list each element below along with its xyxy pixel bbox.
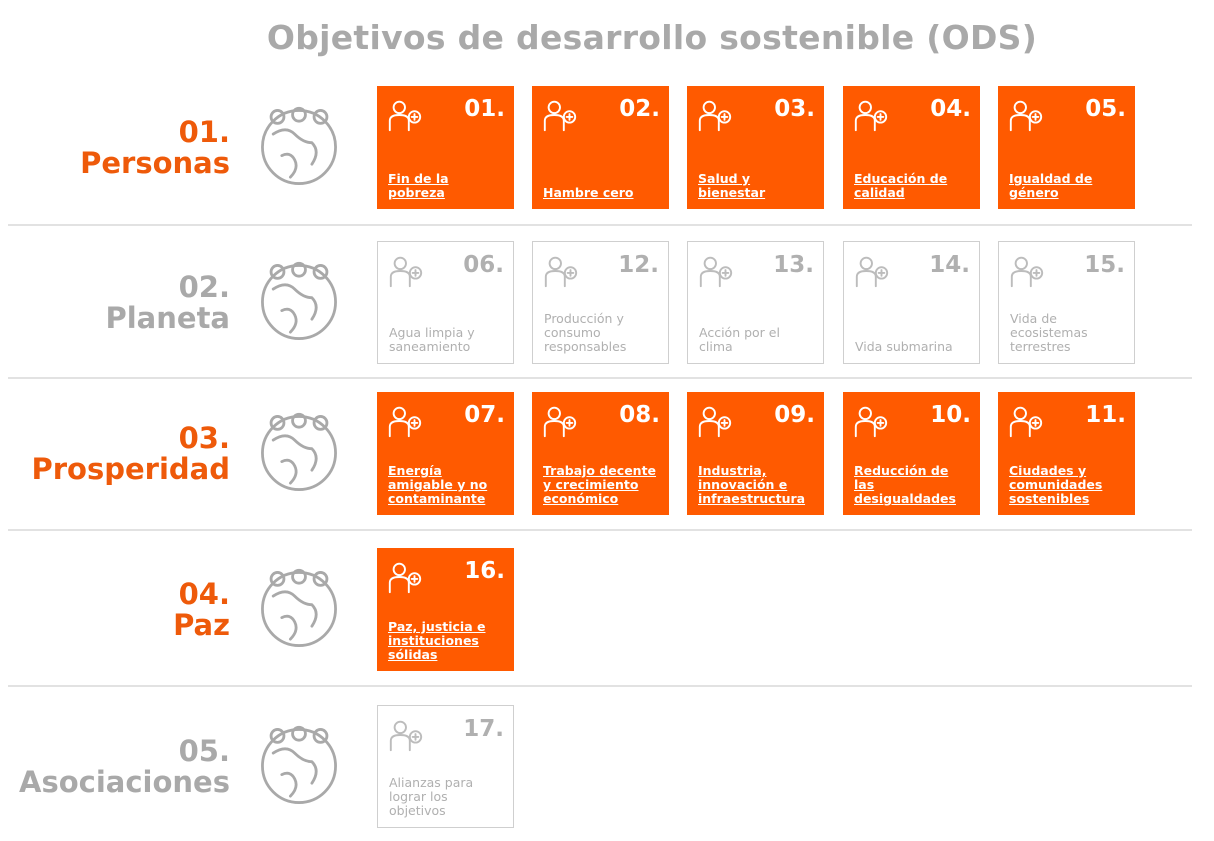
goal-number: 12. <box>618 252 659 278</box>
icon <box>1010 256 1044 288</box>
goal-number: 09. <box>774 402 815 428</box>
icon <box>261 725 337 804</box>
goal-number: 14. <box>929 252 970 278</box>
row-name: Personas <box>80 146 230 180</box>
icon <box>389 256 423 288</box>
goal-card[interactable]: 11. Ciudades y comunidades sostenibles <box>998 392 1135 515</box>
goal-card[interactable]: 15. Vida de ecosistemas terrestres <box>998 241 1135 364</box>
goal-label[interactable]: Salud y bienestar <box>698 171 766 200</box>
goal-number: 01. <box>464 96 505 122</box>
icon <box>389 720 423 752</box>
goal-label[interactable]: Vida de ecosistemas terrestres <box>1010 311 1088 354</box>
goal-label[interactable]: Hambre cero <box>543 185 634 200</box>
icon <box>261 568 337 647</box>
row-icon <box>256 566 342 652</box>
goal-number: 07. <box>464 402 505 428</box>
goal-card[interactable]: 05. Igualdad de género <box>998 86 1135 209</box>
goal-label[interactable]: Ciudades y comunidades sostenibles <box>1009 463 1103 506</box>
separator <box>8 529 1192 531</box>
icon <box>1009 100 1043 132</box>
icon <box>544 256 578 288</box>
goal-label[interactable]: Fin de la pobreza <box>388 171 449 200</box>
goal-label[interactable]: Educación de calidad <box>854 171 948 200</box>
goal-number: 04. <box>930 96 971 122</box>
icon <box>855 256 889 288</box>
goal-label[interactable]: Reducción de las desigualdades <box>854 463 956 506</box>
goal-card[interactable]: 08. Trabajo decente y crecimiento económi… <box>532 392 669 515</box>
icon <box>261 106 337 185</box>
row-name: Paz <box>173 608 230 642</box>
row-number: 04. <box>178 577 230 611</box>
goal-label[interactable]: Igualdad de género <box>1009 171 1093 200</box>
row-number: 03. <box>178 421 230 455</box>
row-number: 02. <box>178 270 230 304</box>
icon <box>543 406 577 438</box>
icon <box>388 562 422 594</box>
icon <box>854 406 888 438</box>
row-icon <box>256 723 342 809</box>
goal-card[interactable]: 06. Agua limpia y saneamiento <box>377 241 514 364</box>
goal-label[interactable]: Energía amigable y no contaminante <box>388 463 488 506</box>
goal-card[interactable]: 12. Producción y consumo responsables <box>532 241 669 364</box>
icon <box>388 100 422 132</box>
goal-card[interactable]: 04. Educación de calidad <box>843 86 980 209</box>
row-name: Planeta <box>105 301 230 335</box>
icon <box>854 100 888 132</box>
goal-card[interactable]: 17. Alianzas para lograr los objetivos <box>377 705 514 828</box>
page-title: Objetivos de desarrollo sostenible (ODS) <box>266 18 1038 57</box>
goal-label[interactable]: Agua limpia y saneamiento <box>389 325 475 354</box>
goal-number: 11. <box>1085 402 1126 428</box>
goal-label[interactable]: Producción y consumo responsables <box>544 311 627 354</box>
goal-card[interactable]: 02. Hambre cero <box>532 86 669 209</box>
goal-label[interactable]: Vida submarina <box>855 339 953 354</box>
goal-number: 13. <box>773 252 814 278</box>
goal-card[interactable]: 01. Fin de la pobreza <box>377 86 514 209</box>
icon <box>698 406 732 438</box>
separator <box>8 377 1192 379</box>
goal-number: 05. <box>1085 96 1126 122</box>
goal-number: 17. <box>463 716 504 742</box>
separator <box>8 685 1192 687</box>
goal-card[interactable]: 03. Salud y bienestar <box>687 86 824 209</box>
goal-card[interactable]: 09. Industria, innovación e infraestructu… <box>687 392 824 515</box>
goal-number: 10. <box>930 402 971 428</box>
row-icon <box>256 259 342 345</box>
goal-label[interactable]: Paz, justicia e instituciones sólidas <box>388 619 486 662</box>
goal-card[interactable]: 16. Paz, justicia e instituciones sólidas <box>377 548 514 671</box>
goal-card[interactable]: 10. Reducción de las desigualdades <box>843 392 980 515</box>
goal-card[interactable]: 07. Energía amigable y no contaminante <box>377 392 514 515</box>
separator <box>8 224 1192 226</box>
row-name: Prosperidad <box>31 452 231 486</box>
row-number: 01. <box>178 115 230 149</box>
goal-number: 08. <box>619 402 660 428</box>
icon <box>261 412 337 491</box>
goal-card[interactable]: 13. Acción por el clima <box>687 241 824 364</box>
goal-card[interactable]: 14. Vida submarina <box>843 241 980 364</box>
goal-number: 02. <box>619 96 660 122</box>
icon <box>698 100 732 132</box>
icon <box>388 406 422 438</box>
row-name: Asociaciones <box>19 765 230 799</box>
goal-number: 15. <box>1084 252 1125 278</box>
goal-number: 03. <box>774 96 815 122</box>
row-icon <box>256 410 342 496</box>
icon <box>1009 406 1043 438</box>
goal-label[interactable]: Acción por el clima <box>699 325 780 354</box>
icon <box>543 100 577 132</box>
row-icon <box>256 104 342 190</box>
goal-label[interactable]: Alianzas para lograr los objetivos <box>389 775 474 818</box>
icon <box>699 256 733 288</box>
goal-number: 06. <box>463 252 504 278</box>
goal-label[interactable]: Industria, innovación e infraestructura <box>698 463 806 506</box>
goal-number: 16. <box>464 558 505 584</box>
row-number: 05. <box>178 734 230 768</box>
icon <box>261 261 337 340</box>
goal-label[interactable]: Trabajo decente y crecimiento económico <box>543 463 657 506</box>
